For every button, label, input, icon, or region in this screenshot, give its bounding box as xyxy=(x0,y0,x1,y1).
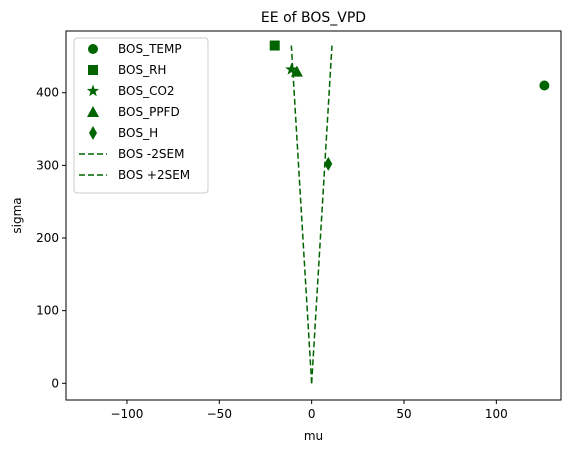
y-axis-label: sigma xyxy=(10,197,24,233)
chart-title: EE of BOS_VPD xyxy=(261,10,366,26)
legend-marker-star xyxy=(86,84,100,97)
legend-label: BOS_RH xyxy=(118,63,166,77)
legend: BOS_TEMP BOS_RH BOS_CO2 BOS_PPFD BOS_H BOS -2… xyxy=(73,37,209,194)
legend-box xyxy=(73,37,209,194)
x-tick-label: 50 xyxy=(396,407,411,421)
point-bos-ppfd xyxy=(290,65,303,77)
legend-label: BOS_CO2 xyxy=(118,84,175,98)
point-bos-co2 xyxy=(285,63,298,75)
point-bos-rh xyxy=(269,40,280,51)
legend-label: BOS -2SEM xyxy=(118,147,184,161)
x-tick-label: −100 xyxy=(110,407,143,421)
sem-line-plus xyxy=(310,45,333,384)
point-bos-temp xyxy=(539,80,550,91)
y-tick-label: 200 xyxy=(36,231,59,245)
legend-marker-square xyxy=(88,65,98,75)
y-tick-label: 0 xyxy=(51,376,59,390)
x-axis-label: mu xyxy=(304,429,323,443)
x-tick-label: −50 xyxy=(207,407,232,421)
x-tick-label: 0 xyxy=(308,407,316,421)
y-tick-label: 400 xyxy=(36,86,59,100)
legend-label: BOS_H xyxy=(118,126,158,140)
legend-label: BOS_PPFD xyxy=(118,105,180,119)
point-bos-h xyxy=(324,156,333,171)
legend-label: BOS +2SEM xyxy=(118,168,190,182)
legend-label: BOS_TEMP xyxy=(118,42,182,56)
axes-frame xyxy=(65,30,562,401)
x-tick-label: 100 xyxy=(485,407,508,421)
plot-area: −100 −50 0 50 100 0 100 200 300 400 xyxy=(36,30,562,421)
legend-marker-diamond xyxy=(89,126,97,140)
legend-marker-triangle xyxy=(87,106,99,117)
sem-line-minus xyxy=(290,45,313,384)
legend-marker-circle xyxy=(88,44,98,54)
y-tick-label: 100 xyxy=(36,304,59,318)
y-tick-label: 300 xyxy=(36,158,59,172)
